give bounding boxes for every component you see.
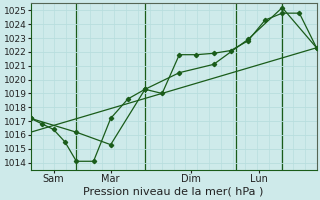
X-axis label: Pression niveau de la mer( hPa ): Pression niveau de la mer( hPa ) (84, 187, 264, 197)
